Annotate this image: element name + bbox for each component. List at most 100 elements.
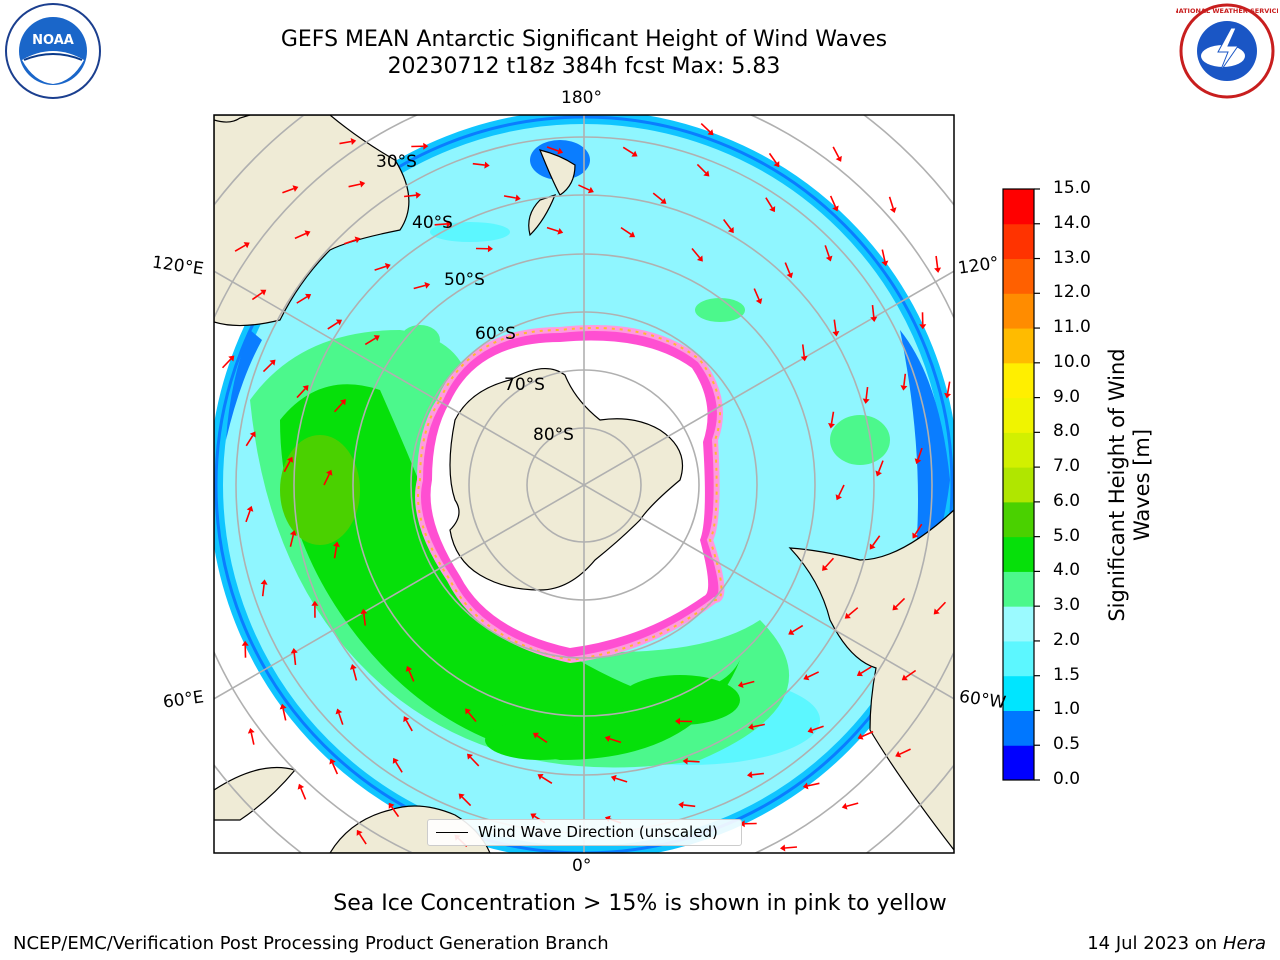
wave-arrow-shaft xyxy=(753,288,760,300)
wave-arrow-shaft xyxy=(536,734,548,744)
noaa-logo-text: NOAA xyxy=(32,33,74,48)
wave-arrow-shaft xyxy=(363,613,367,626)
wave-arrow-head xyxy=(828,423,835,429)
wave-arrow-shaft xyxy=(917,447,923,460)
wave-arrow-head xyxy=(788,628,795,635)
wave-arrow-head xyxy=(739,820,745,828)
wave-arrow-head xyxy=(384,263,391,270)
colorbar-tick-label: 1.0 xyxy=(1053,699,1081,720)
footer-date: 14 Jul 2023 on Hera xyxy=(1087,933,1266,954)
wave-arrow-head xyxy=(530,813,537,820)
colorbar-segment xyxy=(1003,328,1034,364)
wave-arrow-head xyxy=(841,802,848,810)
wave-arrow-shaft xyxy=(888,196,894,209)
wave-arrow-head xyxy=(557,227,564,235)
colorbar-tick-label: 13.0 xyxy=(1053,247,1091,268)
wave-arrow-head xyxy=(769,206,776,213)
wave-arrow-head xyxy=(707,129,714,136)
wave-arrow-head xyxy=(755,298,763,305)
wave-arrow-head xyxy=(696,255,703,262)
wave-arrow-shaft xyxy=(352,668,358,681)
wave-arrow-head xyxy=(335,319,343,326)
wave-arrow-head xyxy=(373,335,380,342)
wave-arrow-head xyxy=(631,150,638,157)
wave-arrow-head xyxy=(832,331,840,337)
footer-date-text: 14 Jul 2023 on xyxy=(1087,933,1218,954)
wave-arrow-head xyxy=(678,801,684,809)
lat-label-80s: 80°S xyxy=(533,425,574,445)
wave-arrow-shaft xyxy=(615,777,628,783)
lon-label-180: 180° xyxy=(561,88,602,108)
wave-arrow-shaft xyxy=(338,712,344,725)
colorbar-segment xyxy=(1003,223,1034,260)
wave-arrow-shaft xyxy=(294,232,307,240)
wave-arrow-shaft xyxy=(293,652,297,665)
wave-arrow-head xyxy=(800,355,808,362)
wave-arrow-head xyxy=(424,281,431,289)
wave-arrow-head xyxy=(557,147,564,155)
wave-arrow-head xyxy=(359,180,366,188)
wave-arrow-shaft xyxy=(374,265,387,271)
wave-arrow-head xyxy=(587,186,594,194)
wave-arrow-shaft xyxy=(899,748,911,755)
wave-arrow-head xyxy=(484,161,490,169)
wave-arrow-shaft xyxy=(881,249,886,262)
wave-arrow-head xyxy=(305,293,312,300)
wave-arrow-head xyxy=(247,728,255,734)
wave-arrow-head xyxy=(912,532,919,539)
wave-arrow-shaft xyxy=(234,244,246,252)
wave-arrow-head xyxy=(241,640,249,646)
wave-arrow-shaft xyxy=(469,756,480,767)
wave-arrow-shaft xyxy=(877,460,884,473)
wave-arrow-head xyxy=(748,723,754,731)
colorbar-segment xyxy=(1003,501,1034,538)
nws-logo-text: NATIONAL WEATHER SERVICE xyxy=(1176,7,1278,15)
wave-arrow-head xyxy=(901,674,908,681)
wave-arrow-head xyxy=(279,703,287,710)
wave-arrow-shaft xyxy=(833,319,837,332)
colorbar-segment xyxy=(1003,258,1034,294)
wave-arrow-shaft xyxy=(700,122,711,133)
wave-arrow-shaft xyxy=(846,802,859,808)
wave-arrow-shaft xyxy=(691,247,701,259)
wave-arrow-shaft xyxy=(824,557,835,568)
wave-arrow-shaft xyxy=(687,760,700,763)
wave-arrow-head xyxy=(423,142,429,150)
wave-arrow-shaft xyxy=(261,584,265,597)
wave-arrow-shaft xyxy=(390,806,400,818)
lat-label-30s: 30°S xyxy=(376,152,417,172)
wave-arrow-head xyxy=(610,774,617,782)
wave-arrow-shaft xyxy=(848,607,859,617)
wave-arrow-head xyxy=(914,458,922,465)
wave-arrow-shaft xyxy=(327,321,339,330)
wave-arrow-shaft xyxy=(339,140,352,145)
wave-arrow-head xyxy=(919,324,927,330)
wave-arrow-head xyxy=(604,815,611,823)
colorbar-tick-label: 0.5 xyxy=(1053,734,1081,755)
colorbar-tick-label: 8.0 xyxy=(1053,421,1081,442)
wave-arrow-head xyxy=(737,681,744,689)
colorbar-tick-label: 2.0 xyxy=(1053,629,1081,650)
wave-arrow-shaft xyxy=(245,435,254,447)
nws-logo: NATIONAL WEATHER SERVICE xyxy=(1176,3,1278,99)
colorbar xyxy=(1003,188,1040,781)
wave-arrow-head xyxy=(297,783,305,790)
sea-ice-note: Sea Ice Concentration > 15% is shown in … xyxy=(333,891,947,916)
wave-arrow-head xyxy=(335,708,343,715)
legend-label: Wind Wave Direction (unscaled) xyxy=(478,823,718,841)
wave-arrow-shaft xyxy=(467,711,477,723)
wave-arrow-head xyxy=(289,530,297,536)
wave-arrow-head xyxy=(333,541,340,547)
wave-arrow-head xyxy=(875,470,882,477)
wave-direction-arrows xyxy=(221,122,952,852)
wave-arrow-head xyxy=(628,231,636,238)
antarctica xyxy=(449,368,684,591)
wave-arrow-shaft xyxy=(914,523,923,535)
wave-arrow-shaft xyxy=(331,762,339,775)
wave-arrow-shaft xyxy=(784,262,791,274)
colorbar-tick-label: 0.0 xyxy=(1053,769,1081,789)
wave-arrow-head xyxy=(825,255,833,262)
colorbar-segment xyxy=(1003,571,1034,607)
wave-arrow-head xyxy=(243,242,250,249)
wave-arrow-shaft xyxy=(895,597,906,608)
